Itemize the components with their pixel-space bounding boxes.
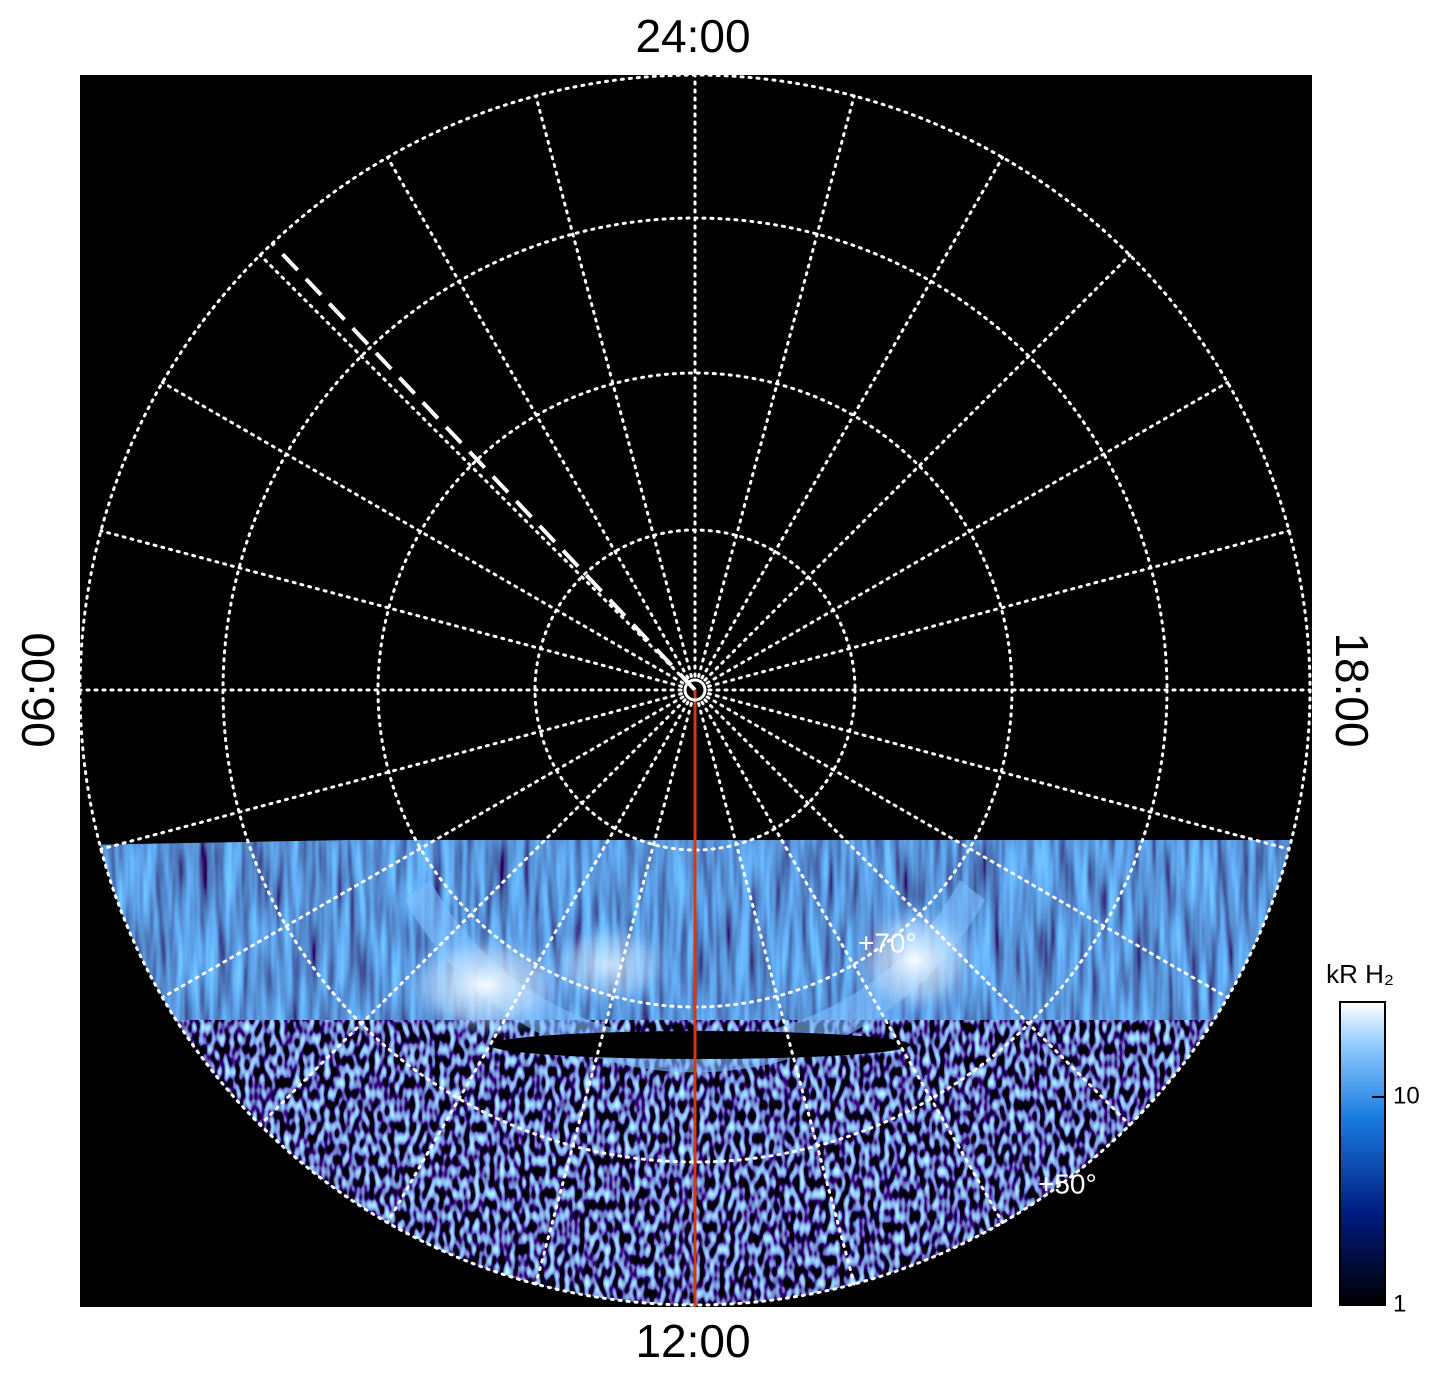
colorbar [1339, 1001, 1386, 1306]
dashed-meridian [270, 241, 697, 692]
time-label: 06:00 [12, 632, 64, 747]
colorbar-title: kR H₂ [1326, 959, 1394, 989]
time-label: 12:00 [635, 1315, 750, 1367]
pole-marker [683, 678, 707, 702]
colorbar-tick-label: 10 [1393, 1082, 1420, 1109]
time-label: 18:00 [1326, 632, 1378, 747]
time-label: 24:00 [635, 10, 750, 62]
latitude-label: +50° [1038, 1168, 1097, 1199]
latitude-label: +70° [858, 927, 917, 958]
colorbar-tick-label: 1 [1393, 1290, 1406, 1317]
